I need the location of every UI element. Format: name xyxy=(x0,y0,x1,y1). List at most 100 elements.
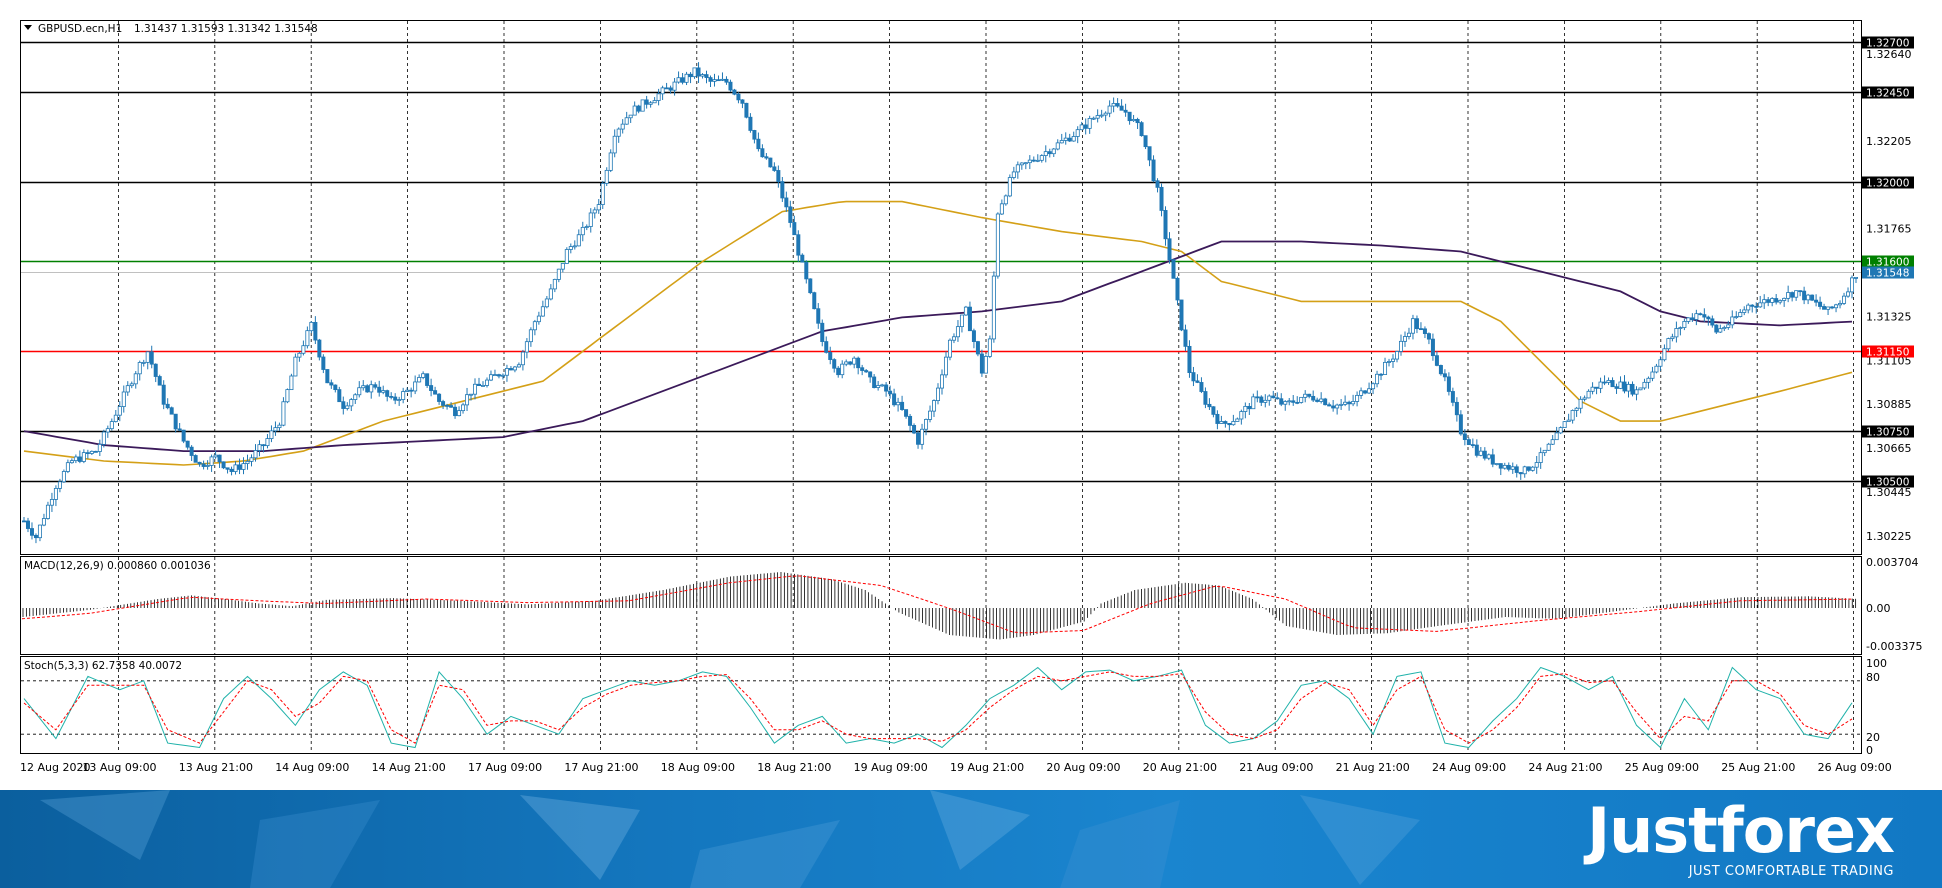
candle-body xyxy=(983,355,988,374)
candle-body xyxy=(185,440,190,448)
candle-body xyxy=(668,87,673,91)
candle-body xyxy=(245,461,250,464)
candle-body xyxy=(413,381,418,392)
candle-body xyxy=(608,152,613,171)
time-label: 19 Aug 21:00 xyxy=(950,761,1024,774)
candle-body xyxy=(548,288,553,300)
candle-body xyxy=(1303,393,1308,398)
candle-body xyxy=(824,341,829,353)
candle-body xyxy=(1662,348,1667,361)
symbol-dropdown-icon[interactable] xyxy=(24,25,32,30)
candle-body xyxy=(864,370,869,373)
candle-body xyxy=(45,504,50,519)
brand-logo: Justforex JUST COMFORTABLE TRADING xyxy=(1587,794,1895,880)
candle-body xyxy=(1059,140,1064,144)
candle-body xyxy=(995,213,1000,277)
brand-name: Justforex xyxy=(1587,794,1895,867)
candle-body xyxy=(808,278,813,294)
candle-body xyxy=(1582,397,1587,400)
candle-body xyxy=(1802,290,1807,301)
macd-indicator: 0.003704 0.00 -0.003375 xyxy=(21,556,1922,653)
candle-body xyxy=(1410,318,1415,334)
candle-body xyxy=(764,156,769,159)
candle-body xyxy=(1522,466,1527,475)
candle-body xyxy=(121,391,126,407)
candle-body xyxy=(1734,316,1739,318)
candle-body xyxy=(888,390,893,395)
candle-body xyxy=(209,456,214,466)
candle-body xyxy=(1750,304,1755,307)
macd-signal-line xyxy=(21,575,1852,634)
candle-body xyxy=(1131,118,1136,122)
candle-body xyxy=(1251,396,1256,410)
candle-body xyxy=(1239,411,1244,420)
candle-body xyxy=(161,384,166,405)
candle-body xyxy=(520,351,525,366)
candle-body xyxy=(488,374,493,381)
candle-body xyxy=(876,385,881,388)
candle-body xyxy=(852,357,857,365)
candle-body xyxy=(512,366,517,371)
candle-body xyxy=(947,339,952,358)
time-label: 19 Aug 09:00 xyxy=(854,761,928,774)
candle-body xyxy=(1279,398,1284,405)
candle-body xyxy=(1602,381,1607,384)
candle-body xyxy=(1339,403,1344,406)
candle-body xyxy=(1079,124,1084,131)
candle-body xyxy=(1363,390,1368,394)
candle-body xyxy=(321,356,326,370)
candle-body xyxy=(740,99,745,104)
candle-body xyxy=(1355,394,1360,402)
candle-body xyxy=(329,382,334,386)
candle-body xyxy=(477,383,482,386)
candle-body xyxy=(916,432,921,445)
candle-body xyxy=(840,363,845,376)
candle-body xyxy=(165,403,170,409)
symbol-label[interactable]: GBPUSD.ecn,H1 xyxy=(38,23,122,35)
candle-body xyxy=(1530,466,1535,471)
candle-body xyxy=(1031,159,1036,162)
candle-body xyxy=(1742,309,1747,313)
candle-body xyxy=(1554,432,1559,441)
candle-body xyxy=(1171,259,1176,279)
candle-body xyxy=(1826,306,1831,310)
candle-body xyxy=(1562,421,1567,429)
candle-body xyxy=(1502,464,1507,469)
candle-body xyxy=(1558,427,1563,434)
candle-body xyxy=(932,400,937,412)
candle-body xyxy=(1007,177,1012,197)
candle-body xyxy=(1486,454,1491,459)
candle-body xyxy=(429,385,434,391)
candle-body xyxy=(1850,277,1855,293)
candle-body xyxy=(1682,321,1687,328)
candle-body xyxy=(1618,381,1623,389)
candle-body xyxy=(1395,351,1400,360)
candle-body xyxy=(1375,373,1380,385)
candle-body xyxy=(640,99,645,112)
candle-body xyxy=(237,464,242,470)
candle-body xyxy=(1686,317,1691,322)
candle-body xyxy=(105,428,110,433)
macd-axis-label: 0.003704 xyxy=(1866,556,1919,569)
candle-body xyxy=(1790,292,1795,298)
candle-body xyxy=(856,357,861,369)
level-tag xyxy=(1862,176,1914,189)
candle-body xyxy=(564,249,569,264)
candle-body xyxy=(1191,372,1196,382)
candle-body xyxy=(1422,328,1427,335)
price-label: 1.32640 xyxy=(1866,48,1912,61)
candle-body xyxy=(1227,423,1232,426)
candle-body xyxy=(1534,462,1539,468)
candle-body xyxy=(951,336,956,341)
candle-body xyxy=(1678,327,1683,329)
candle-body xyxy=(1718,328,1723,333)
candle-body xyxy=(1047,151,1052,155)
trading-chart[interactable]: 0.003704 0.00 -0.003375 100 80 20 0 1.32640 1.… xyxy=(0,0,1942,790)
candle-body xyxy=(904,409,909,417)
level-tag xyxy=(1862,255,1914,268)
candle-body xyxy=(65,462,70,472)
candle-body xyxy=(868,371,873,378)
candle-body xyxy=(1754,305,1759,308)
candle-body xyxy=(1243,405,1248,412)
